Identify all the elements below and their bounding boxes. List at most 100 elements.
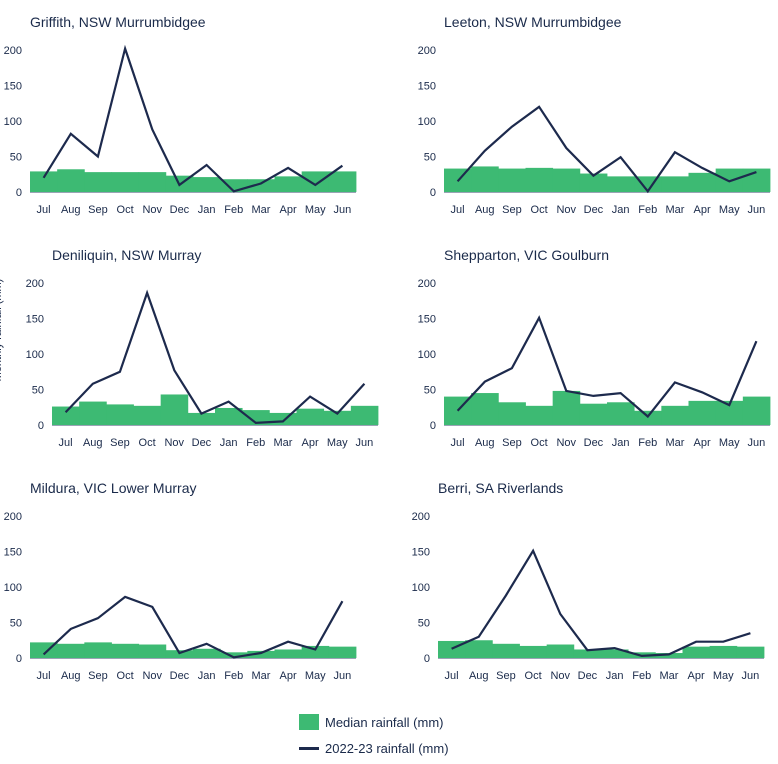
x-tick-label: Sep xyxy=(88,670,108,682)
median-bar xyxy=(328,646,357,658)
y-tick-label: 100 xyxy=(418,116,436,128)
median-bar xyxy=(709,645,738,658)
x-tick-label: Feb xyxy=(224,204,243,216)
x-tick-label: Sep xyxy=(502,204,522,216)
x-tick-label: May xyxy=(327,437,348,449)
median-bar xyxy=(525,167,554,192)
x-tick-label: Jan xyxy=(220,437,238,449)
median-bar xyxy=(296,408,325,425)
median-bar xyxy=(688,400,717,425)
rainfall-line xyxy=(456,315,758,419)
x-tick-label: Apr xyxy=(688,670,705,682)
x-tick-label: Dec xyxy=(578,670,598,682)
legend-swatch-median xyxy=(299,714,319,730)
rainfall-line xyxy=(64,289,366,425)
median-bar xyxy=(165,650,194,658)
rainfall-line xyxy=(42,44,344,193)
x-tick-label: Apr xyxy=(302,437,319,449)
y-tick-label: 100 xyxy=(4,582,22,594)
x-tick-label: Aug xyxy=(475,204,495,216)
chart-panel-berri: Berri, SA Riverlands 0 50 100 150 200 Jul Aug S… xyxy=(412,480,778,695)
x-tick-label: Dec xyxy=(192,437,212,449)
x-tick-label: May xyxy=(719,204,740,216)
x-tick-label: Jan xyxy=(606,670,624,682)
median-bar xyxy=(274,649,303,658)
y-tick-label: 50 xyxy=(10,152,22,164)
y-tick-label: 200 xyxy=(418,45,436,57)
median-bar xyxy=(57,169,85,192)
y-tick-label: 150 xyxy=(418,314,436,326)
legend: Median rainfall (mm) 2022-23 rainfall (m… xyxy=(299,712,449,764)
chart-title: Berri, SA Riverlands xyxy=(438,480,564,496)
x-tick-label: Jul xyxy=(37,204,51,216)
y-tick-label: 100 xyxy=(418,349,436,361)
x-tick-label: Sep xyxy=(88,204,108,216)
x-tick-label: Oct xyxy=(525,670,542,682)
median-bar xyxy=(106,404,134,425)
median-bar xyxy=(111,172,140,192)
x-tick-label: Apr xyxy=(280,204,297,216)
median-bar xyxy=(607,402,635,425)
chart-panel-griffith: Griffith, NSW Murrumbidgee 0 50 100 150 200 J… xyxy=(4,14,390,229)
median-bar xyxy=(30,171,58,192)
x-tick-label: Feb xyxy=(638,204,657,216)
y-tick-label: 50 xyxy=(424,152,436,164)
x-tick-label: May xyxy=(719,437,740,449)
median-bar xyxy=(661,405,689,425)
x-tick-label: Feb xyxy=(638,437,657,449)
chart-panel-shepparton: Shepparton, VIC Goulburn 0 50 100 150 200 Jul… xyxy=(418,247,778,462)
median-bar xyxy=(111,643,140,658)
median-bar xyxy=(579,173,608,192)
x-tick-label: Dec xyxy=(170,670,190,682)
median-bar xyxy=(84,642,112,658)
x-tick-label: Mar xyxy=(659,670,678,682)
median-bar xyxy=(242,410,270,425)
y-axis-label: Monthly rainfall (mm) xyxy=(0,278,4,382)
median-bar xyxy=(187,412,216,425)
x-tick-label: Nov xyxy=(142,204,162,216)
median-bar xyxy=(328,171,357,192)
x-tick-label: Jul xyxy=(59,437,73,449)
median-bar xyxy=(498,402,526,425)
rainfall-line xyxy=(451,548,751,658)
median-bar xyxy=(682,646,711,658)
chart-title: Griffith, NSW Murrumbidgee xyxy=(30,14,206,30)
x-tick-label: Dec xyxy=(584,204,604,216)
x-tick-label: Jun xyxy=(356,437,374,449)
chart-panel-mildura: Mildura, VIC Lower Murray 0 50 100 150 200 Ju… xyxy=(4,480,390,695)
y-tick-label: 50 xyxy=(32,385,44,397)
median-bar xyxy=(269,412,297,425)
x-tick-label: May xyxy=(305,670,326,682)
median-bar xyxy=(519,645,548,658)
y-tick-label: 200 xyxy=(418,278,436,290)
median-bar xyxy=(601,649,629,658)
x-tick-label: May xyxy=(713,670,734,682)
median-bar xyxy=(471,393,499,425)
rainfall-line xyxy=(456,105,757,194)
x-tick-label: May xyxy=(305,204,326,216)
x-tick-label: Jan xyxy=(198,670,216,682)
median-bar xyxy=(579,403,608,425)
median-bar xyxy=(138,644,167,658)
x-tick-label: Apr xyxy=(694,204,711,216)
median-bar xyxy=(498,168,526,192)
y-tick-label: 50 xyxy=(418,618,430,630)
y-tick-label: 0 xyxy=(430,187,436,199)
x-tick-label: Oct xyxy=(117,670,134,682)
x-tick-label: Sep xyxy=(502,437,522,449)
median-bar xyxy=(274,176,303,192)
median-bar xyxy=(552,390,581,425)
median-bar xyxy=(323,410,352,425)
y-tick-label: 0 xyxy=(424,653,430,665)
x-tick-label: Aug xyxy=(469,670,489,682)
x-tick-label: Jul xyxy=(445,670,459,682)
median-bar xyxy=(492,643,520,658)
x-tick-label: Feb xyxy=(246,437,265,449)
median-bar xyxy=(742,396,771,425)
x-tick-label: Mar xyxy=(251,670,270,682)
median-bar xyxy=(552,168,581,192)
y-tick-label: 0 xyxy=(16,187,22,199)
x-tick-label: Feb xyxy=(632,670,651,682)
median-bar xyxy=(79,401,107,425)
y-tick-label: 150 xyxy=(4,547,22,559)
